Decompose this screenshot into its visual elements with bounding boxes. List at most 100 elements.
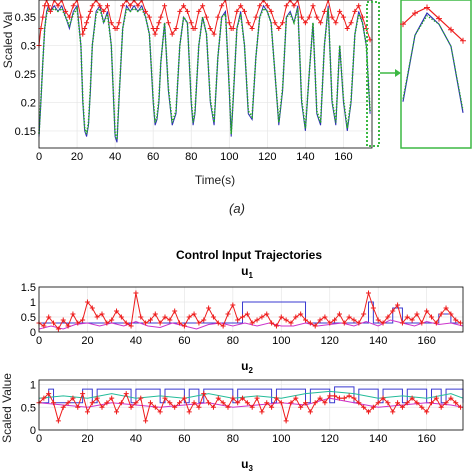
plus-marker — [278, 400, 284, 406]
plus-marker — [131, 0, 137, 3]
plus-marker — [332, 317, 338, 323]
plus-marker — [169, 31, 175, 37]
plus-marker — [321, 8, 327, 14]
plus-marker — [226, 20, 232, 26]
plus-marker — [143, 8, 149, 14]
plus-marker — [310, 3, 316, 9]
plus-marker — [375, 400, 381, 406]
plus-marker — [94, 314, 100, 320]
panel-u1-series — [36, 290, 464, 332]
plus-marker — [336, 311, 342, 317]
plus-marker — [210, 404, 216, 410]
plus-marker — [75, 320, 81, 326]
panel-u2-y-axis-label: Scaled Value — [0, 373, 14, 443]
plus-marker — [385, 400, 391, 406]
plus-marker — [359, 14, 365, 20]
x-tick-label: 20 — [81, 433, 93, 445]
y-tick-label: 0.5 — [21, 402, 36, 414]
x-tick-label: 60 — [178, 433, 190, 445]
plus-marker — [152, 31, 158, 37]
plus-marker — [104, 400, 110, 406]
plus-marker — [196, 404, 202, 410]
inset-plus-marker — [460, 37, 466, 44]
plus-marker — [118, 400, 124, 406]
x-tick-label: 40 — [130, 335, 142, 347]
plus-marker — [307, 320, 313, 326]
plus-marker — [322, 314, 328, 320]
plus-marker — [314, 14, 320, 20]
plus-marker — [341, 320, 347, 326]
y-tick-label: 0.2 — [21, 97, 36, 109]
plus-marker — [317, 395, 323, 401]
panel-u3-title: u3 — [241, 457, 253, 473]
zoom-inset-series — [400, 4, 466, 113]
plus-marker — [211, 31, 217, 37]
y-tick-label: 0.15 — [15, 126, 36, 138]
plus-marker — [186, 314, 192, 320]
plus-marker — [264, 400, 270, 406]
panel-a-y-axis-label: Scaled Val — [1, 12, 15, 68]
x-tick-label: 120 — [258, 151, 276, 163]
plus-marker — [162, 314, 168, 320]
plus-marker — [370, 404, 376, 410]
plus-marker — [356, 320, 362, 326]
plus-marker — [85, 14, 91, 20]
plus-marker — [41, 395, 47, 401]
plus-marker — [222, 0, 228, 3]
plus-marker — [429, 400, 435, 406]
plus-marker — [89, 3, 95, 9]
plus-marker — [99, 404, 105, 410]
plus-marker — [361, 404, 367, 410]
plus-marker — [108, 20, 114, 26]
plus-marker — [165, 20, 171, 26]
plus-marker — [177, 8, 183, 14]
plus-marker — [366, 409, 372, 415]
plus-marker — [269, 404, 275, 410]
plus-marker — [234, 8, 240, 14]
plus-marker — [351, 317, 357, 323]
y-tick-label: 0.35 — [15, 12, 36, 24]
plus-marker — [336, 395, 342, 401]
plus-marker — [55, 3, 61, 9]
plus-marker — [147, 400, 153, 406]
series-line-1 — [38, 6, 371, 140]
plus-marker — [351, 395, 357, 401]
panel-a-x-tick-labels: 0 20 40 60 80 100 120 140 160 — [36, 151, 353, 163]
plus-marker — [138, 314, 144, 320]
plus-marker — [230, 25, 236, 31]
x-tick-label: 140 — [369, 335, 387, 347]
plus-marker — [70, 395, 76, 401]
plus-marker — [219, 3, 225, 9]
series-line-2 — [38, 291, 461, 330]
plus-marker — [395, 302, 401, 308]
plus-marker — [181, 323, 187, 329]
x-tick-label: 100 — [220, 151, 238, 163]
plus-marker — [89, 400, 95, 406]
plus-marker — [181, 395, 187, 401]
plus-marker — [332, 393, 338, 399]
plus-marker — [280, 20, 286, 26]
plus-marker — [123, 391, 129, 397]
plus-marker — [235, 400, 241, 406]
plus-marker — [293, 395, 299, 401]
plus-marker — [303, 317, 309, 323]
plus-marker — [200, 3, 206, 9]
panel-u2-title: u2 — [241, 359, 253, 375]
plus-marker — [191, 400, 197, 406]
plus-marker — [303, 400, 309, 406]
inset-plus-marker — [436, 15, 442, 22]
plus-marker — [60, 317, 66, 323]
plus-marker — [203, 14, 209, 20]
plus-marker — [249, 25, 255, 31]
plus-marker — [109, 395, 115, 401]
plus-marker — [424, 409, 430, 415]
plus-marker — [210, 314, 216, 320]
plus-marker — [133, 290, 139, 296]
plus-marker — [385, 314, 391, 320]
plus-marker — [230, 395, 236, 401]
plus-marker — [152, 311, 158, 317]
series-line-3 — [38, 391, 461, 423]
panel-u2-axes-frame — [38, 379, 464, 431]
plus-marker — [162, 395, 168, 401]
